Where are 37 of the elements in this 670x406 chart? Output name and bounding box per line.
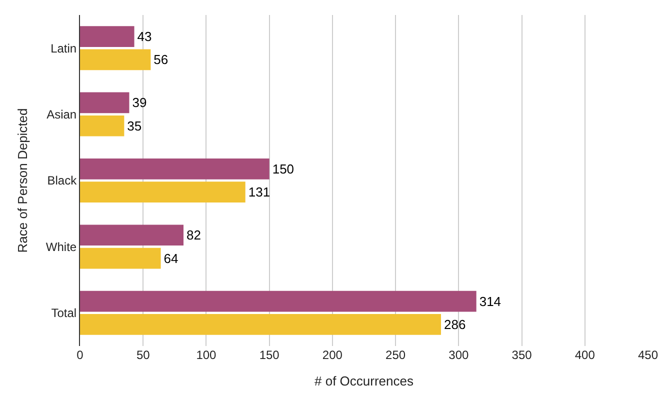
- x-tick-label: 50: [136, 348, 150, 362]
- bar: [80, 224, 184, 246]
- x-tick-label: 0: [76, 348, 84, 362]
- bar: [80, 49, 151, 70]
- y-tick-label: White: [46, 240, 77, 254]
- bar: [80, 248, 161, 269]
- bar: [80, 182, 246, 203]
- data-label: 131: [248, 184, 270, 200]
- data-label: 150: [272, 161, 294, 176]
- bar: [80, 92, 130, 114]
- data-label: 64: [164, 250, 178, 266]
- y-tick-label: Asian: [46, 108, 77, 122]
- x-tick-label: 400: [574, 348, 596, 362]
- bar: [80, 26, 134, 47]
- data-label: 39: [132, 95, 147, 110]
- x-axis-title: # of Occurrences: [314, 374, 414, 389]
- bar: [80, 314, 441, 335]
- y-tick-label: Total: [51, 306, 77, 320]
- y-axis-title: Race of Person Depicted: [14, 108, 30, 253]
- data-label: 314: [479, 294, 502, 309]
- data-label: 56: [154, 52, 168, 68]
- x-tick-label: 100: [196, 348, 217, 362]
- data-label: 286: [444, 316, 466, 332]
- x-tick-label: 350: [512, 348, 532, 362]
- bar: [80, 290, 476, 312]
- x-tick-label: 450: [638, 348, 658, 362]
- x-tick-label: 250: [386, 348, 406, 362]
- data-label: 35: [127, 118, 142, 134]
- x-tick-label: 150: [259, 348, 280, 362]
- data-label: 82: [186, 228, 201, 243]
- y-tick-label: Black: [47, 174, 78, 188]
- y-tick-label: Latin: [50, 41, 77, 56]
- data-label: 43: [137, 29, 152, 44]
- x-tick-label: 200: [322, 348, 343, 362]
- bar: [80, 115, 124, 136]
- bar: [80, 158, 270, 180]
- x-tick-label: 300: [448, 348, 469, 362]
